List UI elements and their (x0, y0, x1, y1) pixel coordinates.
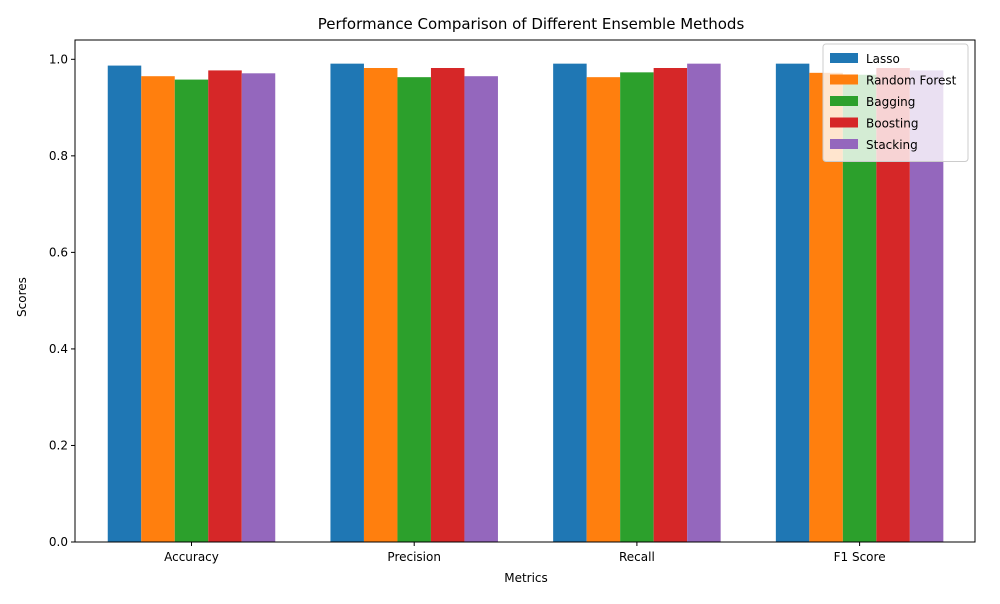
legend-item: Boosting (830, 117, 918, 131)
bar (620, 72, 654, 542)
chart-title: Performance Comparison of Different Ense… (318, 15, 745, 33)
legend-label: Boosting (866, 117, 918, 131)
series-bagging (174, 72, 877, 543)
legend-swatch (830, 117, 858, 128)
y-tick-label: 0.8 (49, 149, 68, 163)
legend-swatch (830, 139, 858, 149)
bar (775, 63, 810, 543)
bar (241, 73, 276, 542)
legend-label: Lasso (866, 52, 900, 66)
bar (107, 65, 142, 542)
legend-item: Random Forest (830, 74, 957, 88)
bar (586, 77, 621, 543)
legend: Lasso Random Forest Bagging Boosting Stackin… (822, 43, 969, 162)
axes-layer: 0.0 0.2 0.4 0.6 0.8 1.0 Accuracy Precision Recal… (49, 39, 976, 564)
bar (174, 79, 209, 542)
series-boosting (208, 67, 910, 543)
x-tick-label: Accuracy (164, 550, 219, 564)
y-axis-label: Scores (15, 277, 29, 317)
legend-label: Bagging (866, 95, 915, 109)
bar (430, 67, 465, 542)
legend-item: Stacking (830, 138, 918, 152)
bar (208, 70, 242, 543)
y-tick-label: 0.2 (49, 438, 68, 452)
y-tick-label: 0.0 (49, 535, 68, 549)
bar (553, 63, 587, 543)
bar (687, 63, 721, 543)
bars-layer (107, 63, 944, 543)
x-tick-label: Recall (619, 550, 655, 564)
legend-item: Bagging (830, 95, 915, 109)
legend-label: Stacking (866, 138, 918, 152)
legend-box (822, 43, 969, 162)
legend-swatch (830, 96, 858, 106)
y-tick-label: 1.0 (49, 52, 68, 66)
series-stacking (241, 63, 944, 543)
bar (653, 67, 688, 542)
legend-swatch (830, 74, 858, 85)
series-lasso (107, 63, 810, 543)
legend-swatch (830, 53, 858, 63)
bar (141, 76, 175, 543)
bar (464, 76, 498, 543)
x-axis-label: Metrics (504, 571, 548, 585)
bar (397, 77, 431, 543)
series-random-forest (141, 67, 843, 543)
x-tick-label: Precision (387, 550, 441, 564)
bar (330, 63, 364, 543)
bar (363, 67, 398, 542)
legend-item: Lasso (830, 52, 900, 66)
x-tick-label: F1 Score (834, 550, 886, 564)
legend-label: Random Forest (866, 74, 957, 88)
plot-frame (74, 39, 976, 543)
y-tick-label: 0.4 (49, 342, 68, 356)
y-tick-label: 0.6 (49, 245, 68, 259)
